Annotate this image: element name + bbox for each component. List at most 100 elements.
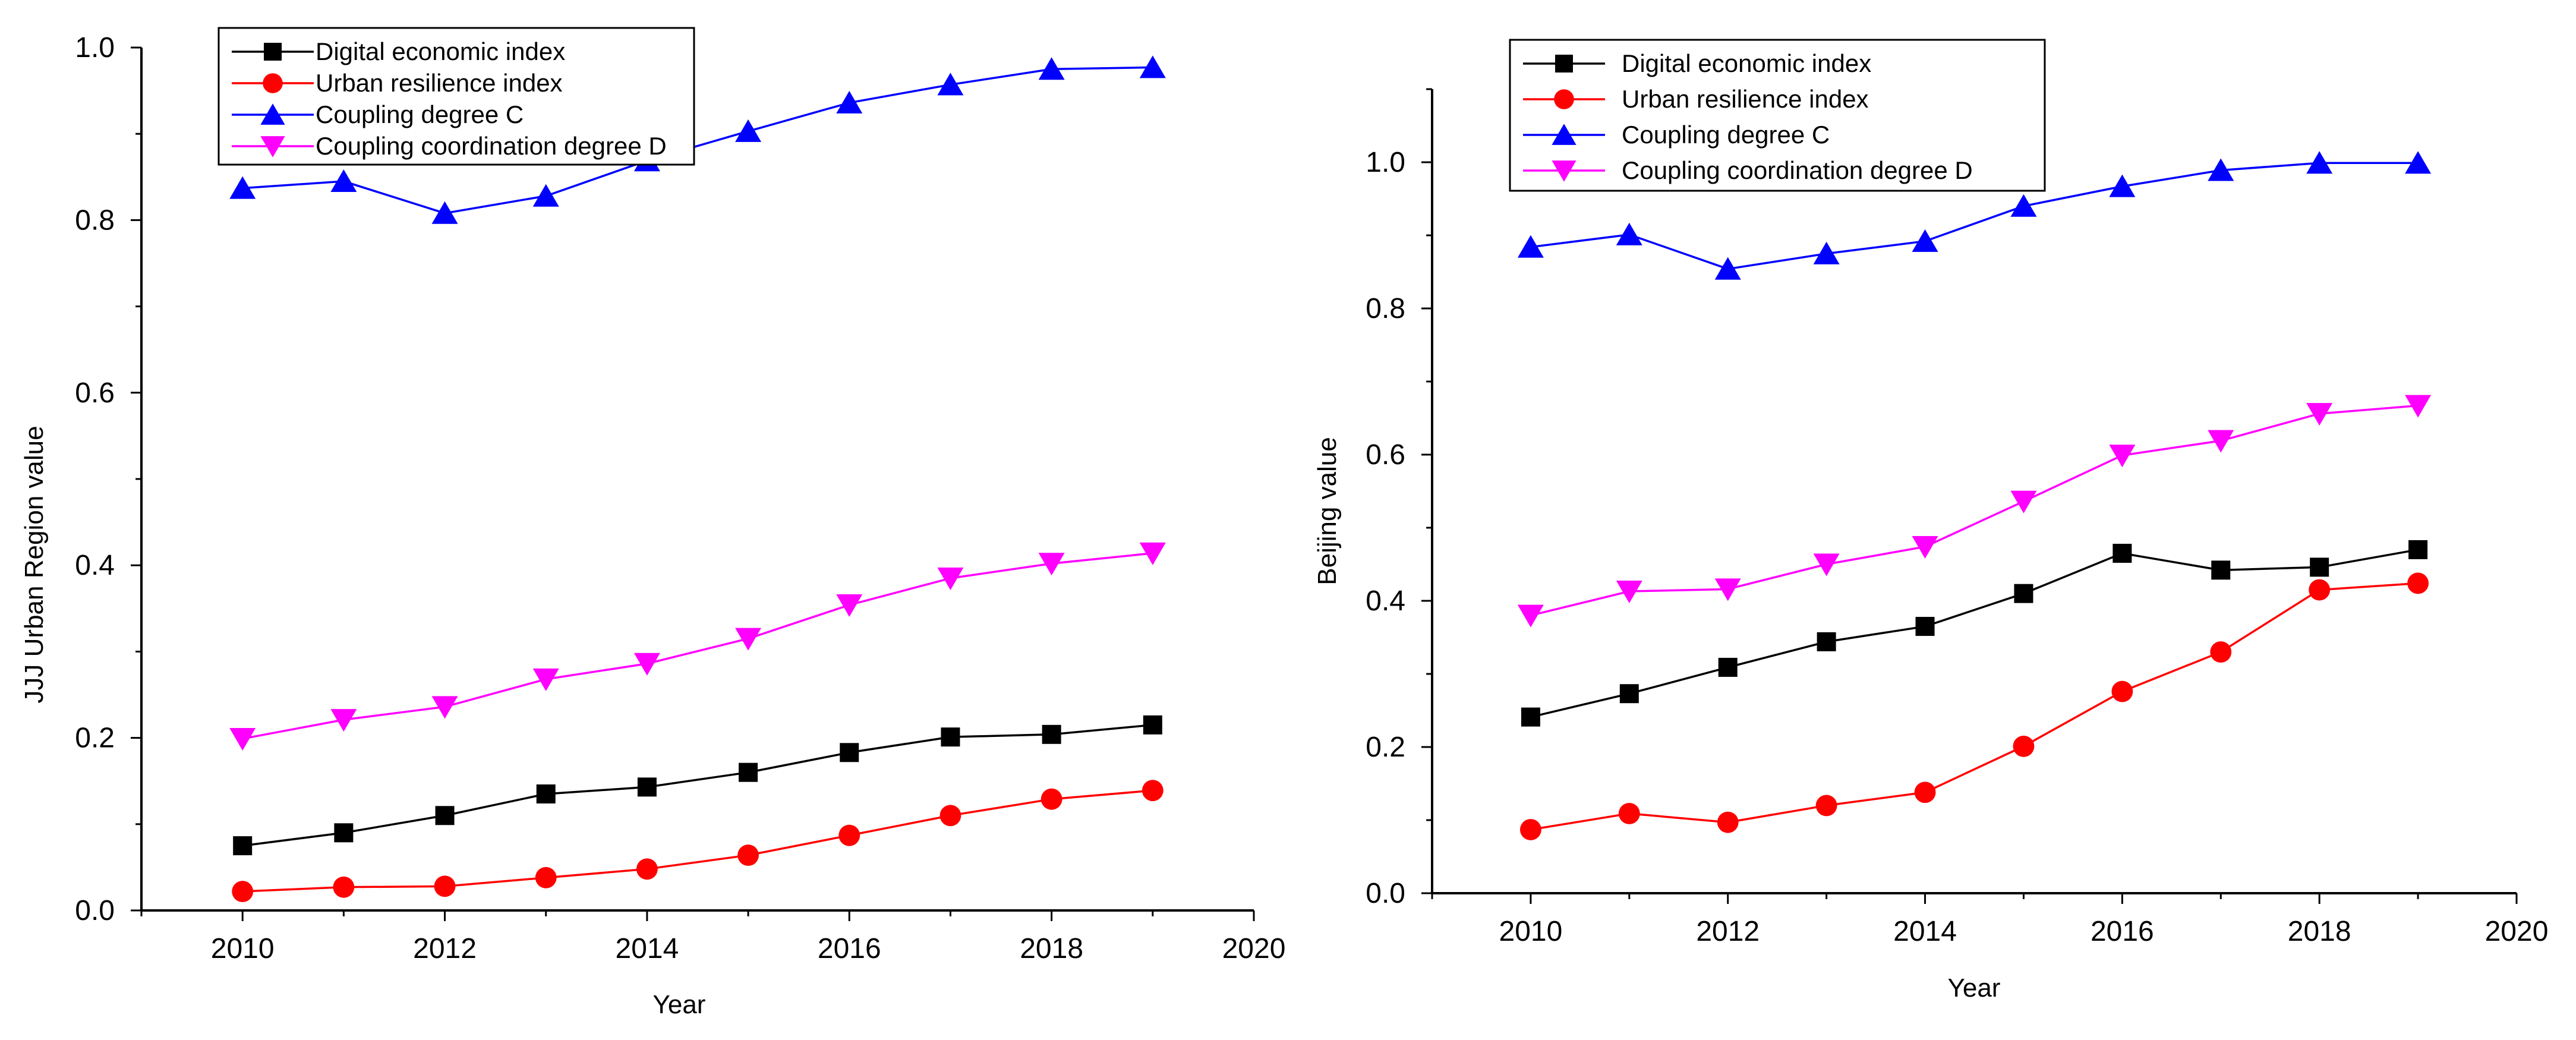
data-point xyxy=(1718,657,1738,677)
data-point xyxy=(836,594,863,617)
series-line xyxy=(242,552,1153,740)
data-point xyxy=(434,875,456,897)
data-point xyxy=(1041,788,1062,810)
y-tick-label: 0.8 xyxy=(1366,293,1405,324)
data-point xyxy=(2010,194,2037,217)
data-point xyxy=(2405,151,2432,174)
data-point xyxy=(1139,542,1166,565)
data-point xyxy=(536,784,556,803)
data-point xyxy=(330,169,357,193)
data-point xyxy=(2014,584,2033,603)
data-point xyxy=(1815,795,1837,817)
data-point xyxy=(2309,579,2331,601)
legend-jjj: Digital economic index Urban resilience i… xyxy=(217,27,695,166)
data-point xyxy=(1915,617,1935,636)
data-point xyxy=(637,777,657,797)
data-point xyxy=(1517,604,1544,628)
data-point xyxy=(1912,535,1938,559)
data-point xyxy=(1717,811,1739,833)
data-point xyxy=(435,806,455,825)
data-point xyxy=(941,727,960,747)
data-point xyxy=(2310,557,2329,577)
legend-marker xyxy=(264,43,282,61)
data-point xyxy=(333,876,355,898)
legend-box xyxy=(1509,39,2046,192)
x-axis-title-beijing: Year xyxy=(1948,973,2001,1003)
legend-label: Urban resilience index xyxy=(316,69,563,97)
legend-marker xyxy=(260,136,285,157)
data-point xyxy=(939,805,961,827)
data-point xyxy=(737,844,759,866)
legend-label: Digital economic index xyxy=(1622,49,1871,77)
series-line xyxy=(1530,162,2419,270)
plot-area-beijing: 2010 2012 2014 2016 2018 2020 0.0 0.2 0.4 0.6 0.8 1… xyxy=(1366,88,2549,947)
data-point xyxy=(1038,57,1065,80)
data-point xyxy=(840,743,859,762)
data-point xyxy=(334,823,354,843)
legend-label: Coupling coordination degree D xyxy=(316,132,667,160)
x-tick-label: 2016 xyxy=(2091,916,2154,947)
x-tick-label: 2020 xyxy=(1222,933,1286,965)
data-point xyxy=(532,668,559,691)
y-tick-label: 0.0 xyxy=(1366,878,1405,909)
x-tick-label: 2010 xyxy=(1499,916,1563,947)
data-point xyxy=(1519,819,1541,840)
y-axis-title-jjj: JJJ Urban Region value xyxy=(20,426,49,703)
chart-jjj: 2010 2012 2014 2016 2018 2020 0.0 0.2 0.4 0.6 0.8 1… xyxy=(20,27,1286,1019)
series-line xyxy=(1530,582,2419,831)
series-coupling-degree-c-beijing xyxy=(1517,151,2432,280)
series-line xyxy=(1530,404,2419,617)
legend-label: Digital economic index xyxy=(316,37,565,65)
data-point xyxy=(229,176,256,199)
data-point xyxy=(735,119,762,142)
legend-marker xyxy=(1554,89,1574,109)
data-point xyxy=(2109,174,2136,197)
legend-label: Coupling degree C xyxy=(1622,121,1830,149)
data-point xyxy=(2210,641,2232,663)
y-tick-label: 1.0 xyxy=(1366,147,1405,178)
data-point xyxy=(2208,430,2234,453)
x-tick-label: 2016 xyxy=(818,933,881,965)
data-point xyxy=(2408,540,2428,559)
data-point xyxy=(1914,781,1936,803)
chart-beijing: 2010 2012 2014 2016 2018 2020 0.0 0.2 0.4 0.6 0.8 1… xyxy=(1313,39,2549,1003)
x-tick-label: 2014 xyxy=(1893,916,1957,947)
y-tick-label: 0.6 xyxy=(75,377,115,409)
data-point xyxy=(431,696,458,719)
legend-item: Urban resilience index xyxy=(1523,85,1869,113)
data-point xyxy=(2112,544,2132,563)
series-line xyxy=(242,66,1153,215)
data-point xyxy=(535,866,557,888)
y-tick-label: 0.4 xyxy=(75,550,115,581)
data-point xyxy=(2109,445,2136,468)
data-point xyxy=(636,858,658,880)
data-point xyxy=(431,201,458,224)
data-point xyxy=(229,728,256,751)
x-tick-label: 2018 xyxy=(1020,933,1083,965)
y-tick-label: 0.8 xyxy=(75,204,115,236)
x-tick-label: 2014 xyxy=(616,933,679,965)
legend-item: Digital economic index xyxy=(232,37,565,65)
legend-label: Coupling coordination degree D xyxy=(1622,156,1973,184)
y-tick-label: 0.0 xyxy=(75,895,115,926)
data-point xyxy=(1813,241,1840,264)
data-point xyxy=(1817,632,1836,651)
data-point xyxy=(1521,707,1540,727)
data-point xyxy=(2010,490,2037,513)
data-point xyxy=(1912,229,1938,252)
data-point xyxy=(937,73,964,96)
data-point xyxy=(2306,151,2333,174)
data-point xyxy=(2013,735,2035,757)
legend-marker xyxy=(1552,124,1577,145)
series-digital-economic-index-jjj xyxy=(233,715,1162,856)
data-point xyxy=(836,90,863,114)
legend-item: Coupling coordination degree D xyxy=(232,132,667,160)
data-point xyxy=(532,184,559,207)
x-tick-label: 2012 xyxy=(413,933,477,965)
x-tick-label: 2020 xyxy=(2485,916,2549,947)
y-tick-label: 0.2 xyxy=(1366,732,1405,763)
legend-marker xyxy=(263,73,283,93)
data-point xyxy=(1139,55,1166,78)
legend-label: Coupling degree C xyxy=(316,100,524,128)
x-tick-label: 2010 xyxy=(211,933,275,965)
